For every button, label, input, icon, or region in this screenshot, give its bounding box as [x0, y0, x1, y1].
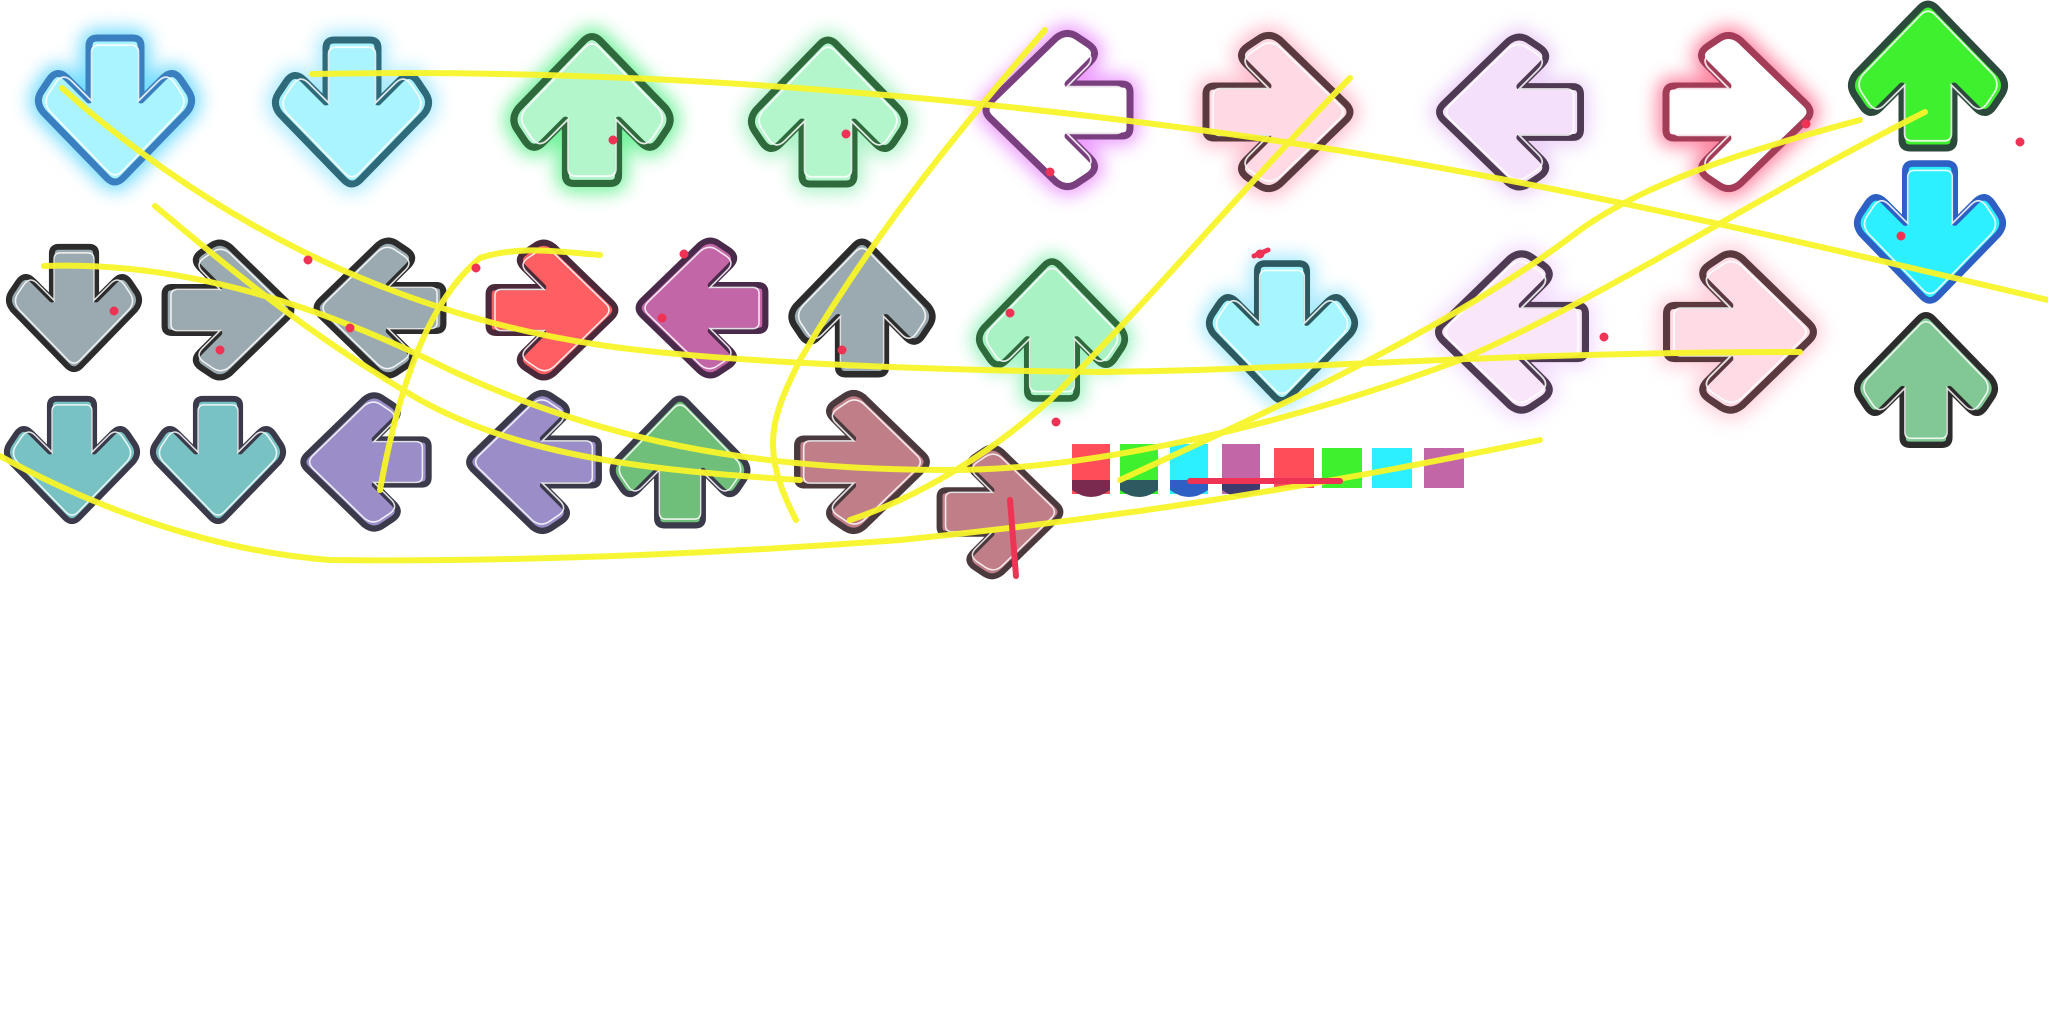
scribble-stroke — [59, 85, 1803, 375]
arrow-body — [38, 38, 191, 182]
scribble-stroke — [847, 75, 1353, 523]
marker-dot — [471, 263, 481, 273]
arrow-left-violet-2-icon — [469, 393, 599, 531]
marker-dot — [109, 306, 119, 316]
marker-dot — [1005, 308, 1015, 318]
arrow-body — [153, 399, 283, 521]
red-markers — [109, 119, 2025, 579]
marker-stroke — [1251, 247, 1271, 259]
scribble-stroke — [152, 203, 803, 483]
arrow-body — [1206, 35, 1350, 188]
arrow-left-violet-1-icon — [303, 395, 428, 528]
hold-notes-layer — [1072, 444, 1464, 497]
scribble-stroke — [1117, 117, 1863, 483]
hold-cap — [1170, 480, 1208, 497]
marker-dot — [215, 345, 225, 355]
marker-dot — [1051, 417, 1061, 427]
arrow-up-glow-mint-icon — [979, 262, 1124, 399]
hold-tail-cyan — [1170, 444, 1208, 497]
arrow-body — [469, 393, 599, 531]
arrow-right-coral-icon — [489, 243, 616, 378]
hold-cap — [1120, 480, 1158, 497]
arrow-body — [1666, 35, 1810, 188]
arrow-body — [275, 40, 428, 184]
arrow-left-glow-lavender-icon — [1439, 37, 1580, 187]
arrow-body — [489, 243, 616, 378]
arrow-right-glow-blush-icon — [1667, 254, 1814, 410]
arrow-down-teal-2-icon — [153, 399, 283, 521]
marker-dot — [2015, 137, 2025, 147]
arrow-down-neon-cyan-icon — [1857, 164, 2002, 301]
arrows-layer — [7, 4, 2005, 576]
arrow-body — [1857, 315, 1995, 445]
marker-dot — [608, 135, 618, 145]
hold-tail-purple — [1222, 444, 1260, 497]
marker-dot — [1801, 119, 1811, 129]
scribble-stroke — [0, 437, 1543, 564]
arrow-up-neon-green-icon — [1851, 4, 2004, 148]
marker-stroke — [1007, 497, 1019, 579]
arrow-body — [1851, 4, 2004, 148]
arrow-body — [1439, 37, 1580, 187]
arrow-up-sage-icon — [1857, 315, 1995, 445]
arrow-down-glow-blue-1-icon — [38, 38, 191, 182]
marker-dot — [1896, 231, 1906, 241]
arrow-body — [1667, 254, 1814, 410]
arrow-up-glow-green-1-icon — [514, 37, 670, 184]
yellow-scribbles — [0, 27, 2048, 564]
arrow-body — [514, 37, 670, 184]
marker-dot — [837, 345, 847, 355]
scribble-stroke — [309, 70, 2048, 303]
arrow-down-teal-1-icon — [7, 399, 137, 521]
hold-cap — [1072, 480, 1110, 497]
arrow-up-glow-green-2-icon — [751, 40, 904, 184]
arrow-body — [979, 262, 1124, 399]
arrow-body — [1857, 164, 2002, 301]
arrow-body — [751, 40, 904, 184]
arrow-right-glow-rose-icon — [1666, 35, 1810, 188]
scribble-stroke — [377, 247, 603, 493]
marker-dot — [841, 129, 851, 139]
marker-dot — [679, 249, 689, 259]
arrow-body — [303, 395, 428, 528]
marker-dot — [657, 313, 667, 323]
hold-tail-red — [1072, 444, 1110, 497]
arrow-right-glow-pink-icon — [1206, 35, 1350, 188]
marker-dot — [303, 255, 313, 265]
marker-dot — [345, 323, 355, 333]
arrow-body — [7, 399, 137, 521]
marker-dot — [1045, 167, 1055, 177]
arrow-down-glow-blue-2-icon — [275, 40, 428, 184]
marker-dot — [1599, 332, 1609, 342]
scribble-stroke — [770, 27, 1048, 523]
